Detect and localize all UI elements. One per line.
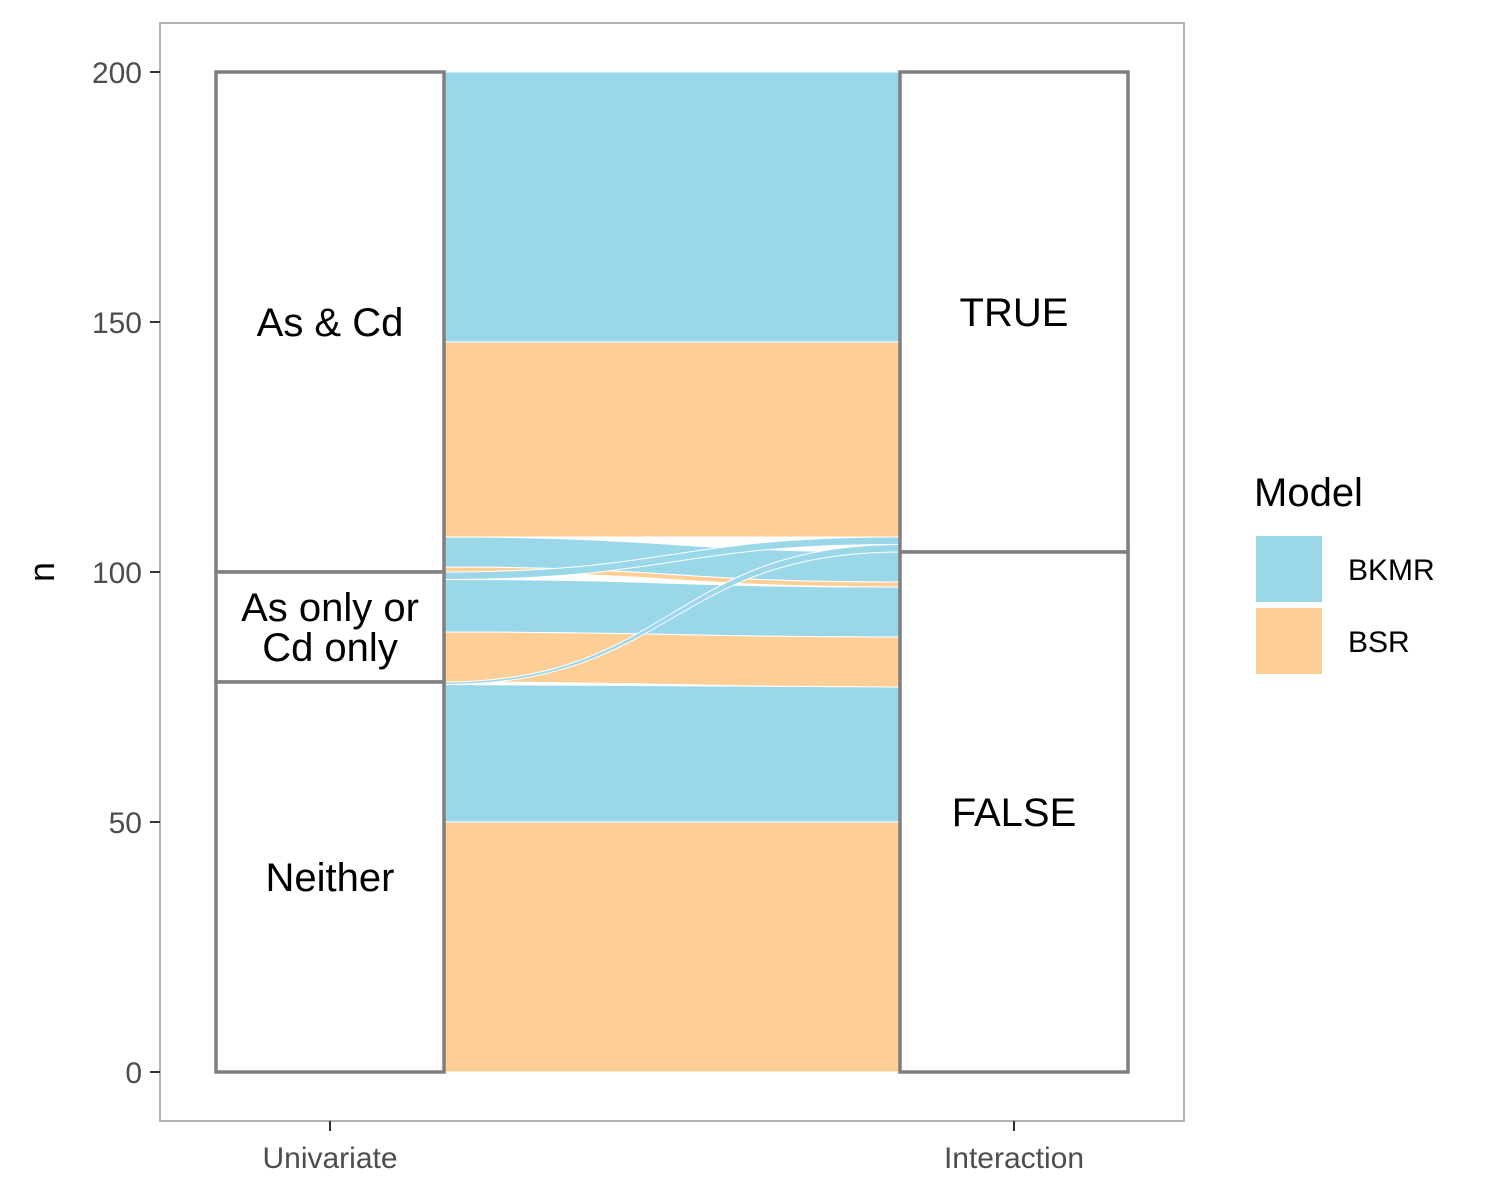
flow-neither-to-false-bsr	[443, 821, 901, 1073]
stratum-label-as-only-or-cd-only: As only or Cd only	[241, 586, 419, 670]
x-tick-label-interaction: Interaction	[944, 1142, 1084, 1175]
legend: Model BKMR BSR	[1254, 471, 1435, 674]
stratum-true	[898, 70, 1130, 554]
flow-as-cd-to-true-bkmr	[443, 71, 901, 343]
legend-title: Model	[1254, 471, 1363, 515]
stratum-label-neither: Neither	[266, 856, 395, 900]
x-axis: Univariate Interaction	[262, 1121, 1084, 1175]
y-tick-label-50: 50	[109, 807, 142, 840]
flow-neither-to-false-bkmr	[443, 683, 901, 823]
legend-label-bkmr: BKMR	[1348, 554, 1435, 587]
stratum-neither	[214, 680, 446, 1074]
stratum-label-true: TRUE	[960, 291, 1069, 335]
stratum-label-as-cd: As & Cd	[257, 301, 404, 345]
stratum-label-false: FALSE	[952, 791, 1077, 835]
strata-layer: As & Cd As only or Cd only Neither TRUE FALSE	[214, 70, 1130, 1074]
y-tick-label-100: 100	[92, 557, 142, 590]
y-tick-label-0: 0	[125, 1057, 142, 1090]
legend-key-bkmr	[1256, 536, 1322, 602]
flows-layer	[443, 71, 901, 1073]
flow-as-only-or-cd-only-to-false-bkmr	[443, 578, 901, 638]
stratum-as-cd	[214, 70, 446, 574]
x-tick-label-univariate: Univariate	[262, 1142, 397, 1175]
y-tick-label-200: 200	[92, 57, 142, 90]
stratum-false	[898, 550, 1130, 1074]
legend-key-bsr	[1256, 608, 1322, 674]
legend-label-bsr: BSR	[1348, 626, 1410, 659]
y-axis-title: n	[21, 562, 62, 582]
flow-as-cd-to-true-bsr	[443, 341, 901, 538]
y-tick-label-150: 150	[92, 307, 142, 340]
y-axis: 0 50 100 150 200	[92, 57, 160, 1090]
